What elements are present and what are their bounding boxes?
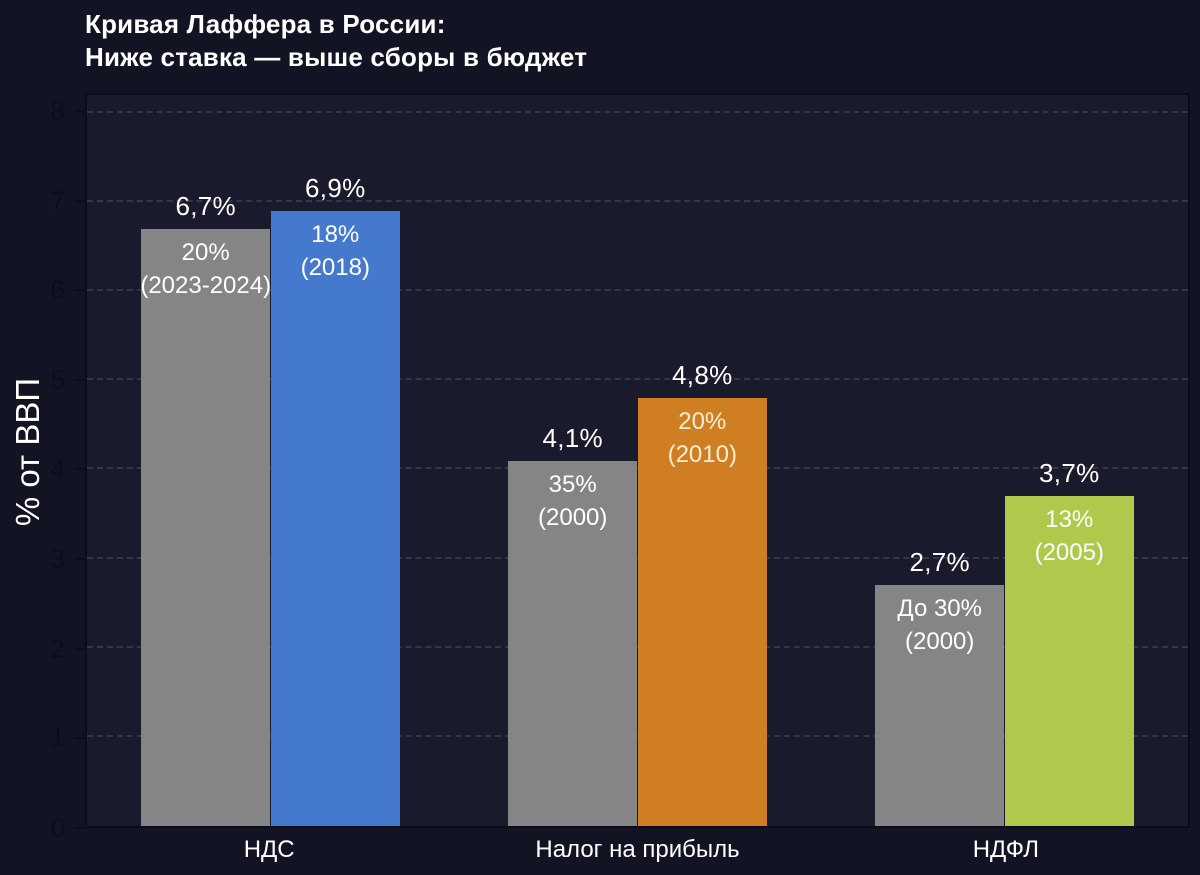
y-tick-label: 8	[50, 95, 65, 126]
bar-annotation-line: 35%	[548, 470, 597, 498]
y-tick-mark	[74, 468, 85, 471]
y-axis: 0 1 2 3 4 5 6 7 8	[0, 93, 85, 843]
bar-value-label: 6,9%	[305, 172, 366, 203]
y-tick-label: 3	[50, 543, 65, 574]
bar: 20% (2023-2024)	[140, 228, 271, 826]
x-tick-label: Налог на прибыль	[535, 836, 740, 863]
bar-value-label: 4,8%	[672, 360, 733, 391]
y-tick-mark	[74, 827, 85, 829]
bar-annotation-line: 20%	[181, 238, 230, 266]
y-tick-mark	[74, 109, 85, 112]
bar-annotation-line: До 30%	[897, 595, 982, 623]
y-tick-label: 7	[50, 185, 65, 216]
bar-annotation-line: (2018)	[300, 254, 370, 281]
bar-annotation: До 30% (2000)	[897, 592, 982, 658]
bar-annotation-line: (2000)	[905, 628, 975, 656]
bar-value-label: 6,7%	[175, 190, 236, 221]
y-tick-label: 2	[50, 633, 65, 664]
gridline	[87, 378, 1188, 381]
bar: 35% (2000)	[507, 460, 638, 826]
gridline	[87, 289, 1188, 292]
bar: 13% (2005)	[1004, 496, 1135, 826]
chart-title: Кривая Лаффера в России: Ниже ставка — в…	[85, 8, 587, 75]
bar-annotation-line: (2023-2024)	[140, 271, 272, 299]
plot-area: 20% (2023-2024) 6,7% 18% (2018) 6,9% 35% (2000)…	[85, 93, 1190, 828]
chart-title-line1: Кривая Лаффера в России:	[85, 9, 446, 39]
x-axis: НДС Налог на прибыль НДФЛ	[85, 836, 1190, 875]
bar-annotation-line: 20%	[678, 408, 727, 436]
y-tick-label: 5	[50, 364, 65, 395]
bar-annotation-line: 13%	[1045, 506, 1094, 534]
y-tick-label: 6	[50, 274, 65, 305]
chart-title-line2: Ниже ставка — выше сборы в бюджет	[85, 42, 588, 73]
y-tick-mark	[74, 558, 85, 561]
y-tick-mark	[74, 289, 85, 292]
bar-annotation: 20% (2023-2024)	[140, 236, 271, 302]
bar-annotation-line: (2005)	[1034, 539, 1104, 567]
bar: 20% (2010)	[637, 398, 768, 826]
x-tick-label: НДФЛ	[972, 836, 1039, 863]
bar-value-label: 3,7%	[1039, 458, 1100, 489]
y-tick-label: 1	[50, 722, 65, 753]
y-tick-mark	[74, 647, 85, 650]
y-tick-mark	[74, 199, 85, 202]
gridline	[87, 199, 1188, 202]
bar-annotation: 20% (2010)	[668, 405, 737, 471]
bar-annotation: 13% (2005)	[1035, 503, 1104, 569]
bar-annotation-line: 18%	[311, 220, 360, 248]
bar: 18% (2018)	[270, 210, 401, 826]
bar-annotation: 18% (2018)	[301, 218, 370, 284]
x-tick-label: НДС	[243, 836, 295, 863]
bar-annotation-line: (2000)	[538, 503, 608, 531]
y-tick-label: 4	[50, 453, 65, 484]
bar-value-label: 2,7%	[909, 547, 970, 578]
bar-annotation-line: (2010)	[667, 441, 737, 469]
y-tick-mark	[74, 737, 85, 740]
bar: До 30% (2000)	[874, 585, 1005, 826]
y-tick-label: 0	[50, 812, 65, 843]
gridline	[87, 110, 1188, 113]
y-tick-mark	[74, 378, 85, 381]
bar-value-label: 4,1%	[542, 422, 603, 453]
bar-annotation: 35% (2000)	[538, 468, 607, 534]
